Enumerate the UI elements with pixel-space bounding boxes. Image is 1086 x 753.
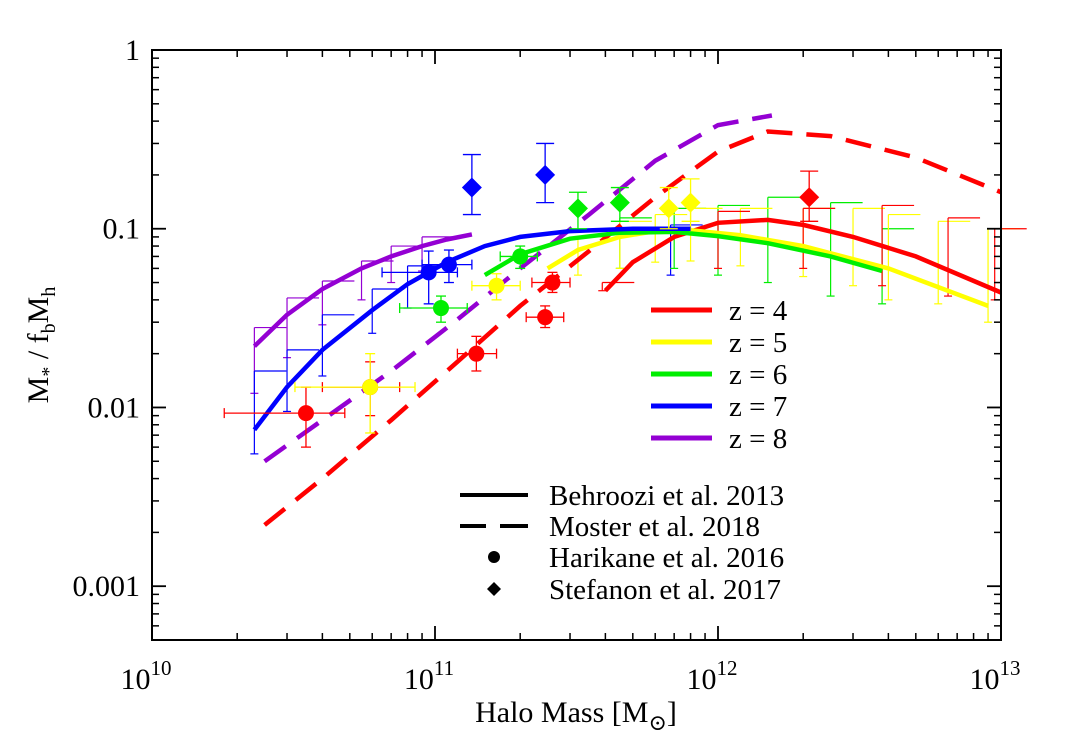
legend-label-z5: z = 5 bbox=[729, 327, 787, 359]
x-tick-label-base: 10 bbox=[404, 663, 434, 696]
stefanon-point-z5 bbox=[658, 198, 679, 219]
y-tick-label: 0.001 bbox=[73, 570, 141, 603]
y-axis-label: M* / fbMh bbox=[22, 287, 60, 404]
legend-label-z6: z = 6 bbox=[729, 359, 787, 391]
x-tick-label-exponent: 12 bbox=[717, 656, 738, 680]
y-tick-label: 1 bbox=[125, 34, 140, 67]
legend-style-label: Behroozi et al. 2013 bbox=[549, 480, 784, 512]
x-tick-label: 1010 bbox=[121, 656, 172, 696]
behroozi-line-z4 bbox=[603, 217, 1002, 295]
y-tick-label: 0.01 bbox=[88, 391, 141, 424]
legend-diamond-swatch bbox=[487, 582, 501, 596]
stefanon-point-z5 bbox=[680, 192, 701, 213]
behroozi-line-z7 bbox=[252, 226, 691, 432]
x-tick-label-exponent: 10 bbox=[151, 656, 172, 680]
stefanon-point-z6 bbox=[567, 198, 588, 219]
x-axis-label: Halo Mass [M⊙] bbox=[475, 696, 677, 735]
harikane-point-z5 bbox=[488, 277, 505, 294]
harikane-point-z5 bbox=[362, 379, 379, 396]
legend: z = 4z = 5z = 6z = 7z = 8 Behroozi et al.… bbox=[460, 295, 788, 606]
x-axis-label-symbol: ⊙ bbox=[648, 710, 666, 735]
harikane-point-z4 bbox=[544, 274, 561, 291]
stefanon-point-z4 bbox=[799, 187, 820, 208]
harikane-point-z4 bbox=[297, 405, 314, 422]
legend-label-z7: z = 7 bbox=[729, 391, 787, 423]
legend-circle-swatch bbox=[488, 551, 500, 563]
stefanon-point-z7 bbox=[535, 164, 556, 185]
behroozi-line-z6 bbox=[483, 229, 883, 278]
legend-style-label: Stefanon et al. 2017 bbox=[549, 574, 781, 606]
moster-line-z4 bbox=[263, 129, 1002, 527]
harikane-point-z4 bbox=[537, 309, 554, 326]
harikane-point-z4 bbox=[468, 345, 485, 362]
harikane-point-z7 bbox=[420, 264, 437, 281]
x-tick-label-exponent: 11 bbox=[434, 656, 454, 680]
stefanon-point-z6 bbox=[609, 192, 630, 213]
x-tick-label: 1012 bbox=[687, 656, 738, 696]
legend-label-z4: z = 4 bbox=[729, 295, 788, 327]
harikane-point-z6 bbox=[512, 248, 529, 265]
x-tick-label-base: 10 bbox=[687, 663, 717, 696]
x-tick-label-base: 10 bbox=[970, 663, 1000, 696]
observational-points bbox=[223, 142, 820, 448]
behroozi-line-z8 bbox=[252, 232, 473, 348]
x-axis-label-close: ] bbox=[667, 696, 677, 729]
legend-label-z8: z = 8 bbox=[729, 423, 787, 455]
plot-frame bbox=[151, 49, 1002, 641]
model-curves bbox=[252, 113, 1002, 527]
harikane-point-z6 bbox=[432, 300, 449, 317]
harikane-point-z7 bbox=[440, 256, 457, 273]
x-tick-label: 1013 bbox=[970, 656, 1021, 696]
x-tick-label-exponent: 13 bbox=[1000, 656, 1021, 680]
x-tick-label-base: 10 bbox=[121, 663, 151, 696]
legend-style-label: Harikane et al. 2016 bbox=[549, 542, 784, 574]
x-tick-label: 1011 bbox=[404, 656, 454, 696]
stefanon-point-z7 bbox=[461, 177, 482, 198]
legend-style-label: Moster et al. 2018 bbox=[549, 511, 760, 543]
y-tick-label: 0.1 bbox=[103, 213, 141, 246]
